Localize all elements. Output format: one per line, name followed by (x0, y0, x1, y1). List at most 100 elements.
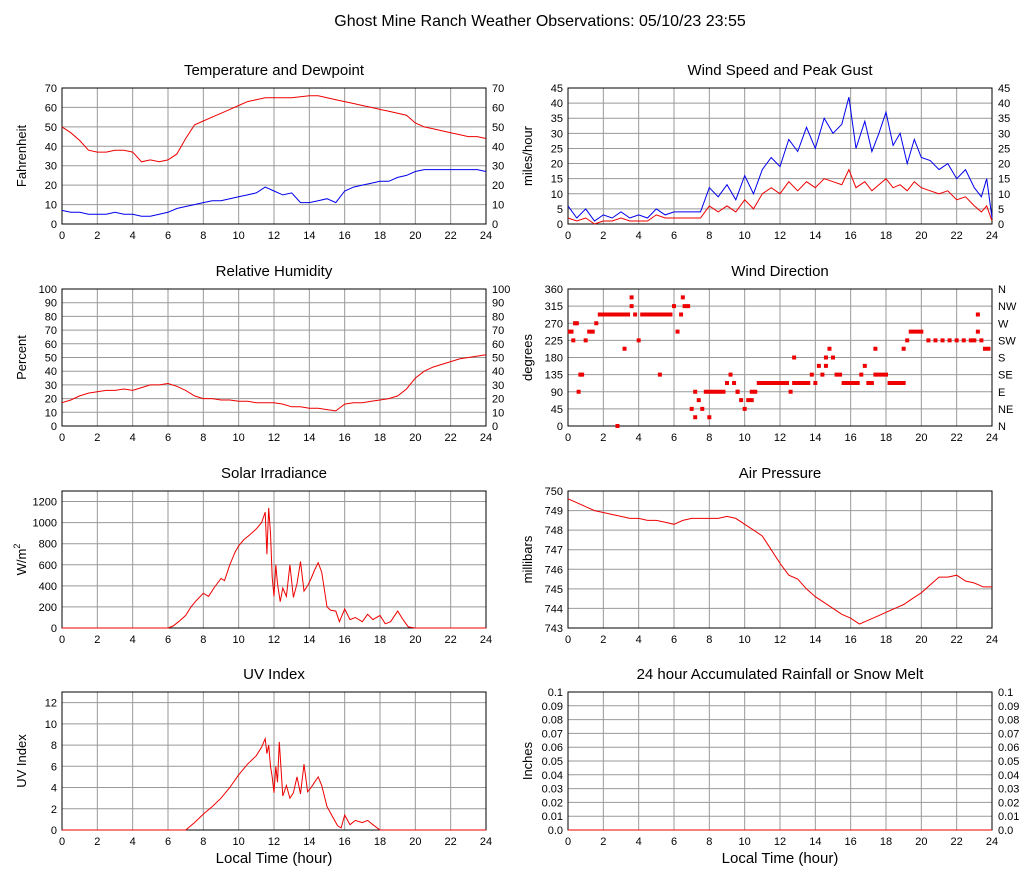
winddir-ylabel: degrees (520, 334, 535, 381)
humidity-ytick-label-right: 50 (492, 353, 504, 365)
uv-ylabel: UV Index (14, 734, 29, 788)
uv-xtick-label: 12 (268, 836, 280, 848)
winddir-point (696, 398, 701, 403)
pressure-ytick-label: 746 (545, 564, 563, 576)
temperature-ytick-label-right: 30 (492, 161, 504, 173)
winddir-point (834, 372, 839, 377)
winddir-point (908, 329, 913, 334)
wind-ytick-label: 45 (551, 83, 563, 95)
humidity-xtick-label: 18 (374, 432, 386, 444)
winddir-point (749, 398, 754, 403)
temperature-xtick-label: 24 (480, 230, 492, 242)
winddir-point (580, 372, 585, 377)
winddir-ytick-label: 90 (551, 387, 563, 399)
uv-xtick-label: 16 (339, 836, 351, 848)
temperature-xtick-label: 20 (409, 230, 421, 242)
humidity-xtick-label: 2 (94, 432, 100, 444)
winddir-point (693, 415, 698, 420)
winddir-point (672, 304, 676, 309)
uv-ytick-label: 6 (51, 761, 57, 773)
winddir-point (657, 312, 662, 317)
temperature-ytick-label: 30 (45, 161, 57, 173)
rain-ytick-label: 0.07 (542, 728, 563, 740)
winddir-ytick-label: 180 (545, 353, 563, 365)
temperature-xtick-label: 10 (233, 230, 245, 242)
rain-title: 24 hour Accumulated Rainfall or Snow Mel… (637, 666, 925, 683)
humidity-ytick-label-right: 60 (492, 339, 504, 351)
winddir-point (633, 312, 638, 317)
winddir-point (799, 380, 804, 385)
winddir-point (884, 372, 888, 377)
solar-xtick-label: 10 (233, 634, 245, 646)
rain-ytick-label: 0.03 (542, 784, 563, 796)
solar-ytick-label: 400 (39, 581, 57, 593)
rain-xtick-label: 18 (880, 836, 892, 848)
winddir-point (841, 380, 846, 385)
humidity-ylabel-text: Percent (14, 335, 29, 380)
winddir-point (728, 372, 733, 377)
winddir-point (954, 338, 959, 343)
winddir-point (608, 312, 613, 317)
wind-ytick-label: 15 (551, 174, 563, 186)
pressure-xtick-label: 0 (565, 634, 571, 646)
humidity-ytick-label-right: 10 (492, 407, 504, 419)
winddir-point (887, 380, 892, 385)
winddir-point (732, 380, 737, 385)
winddir-point (619, 312, 623, 317)
uv-xtick-label: 4 (130, 836, 136, 848)
pressure-series-line-red (567, 498, 992, 625)
rain-ytick-label: 0.02 (542, 797, 563, 809)
uv-xtick-label: 6 (165, 836, 171, 848)
uv-series-line-red (62, 736, 486, 831)
humidity-ytick-label-right: 70 (492, 325, 504, 337)
winddir-point (636, 338, 641, 343)
pressure-xtick-label: 2 (600, 634, 606, 646)
winddir-point (753, 389, 758, 394)
humidity-series-line-red (61, 354, 487, 412)
solar-ytick-label: 600 (39, 560, 57, 572)
rain-ytick-label-right: 0.03 (998, 784, 1019, 796)
winddir-point (972, 338, 977, 343)
wind-ytick-label-right: 20 (998, 159, 1010, 171)
winddir-point (721, 389, 726, 394)
uv-xtick-label: 22 (445, 836, 457, 848)
winddir-xtick-label: 4 (636, 432, 642, 444)
humidity-xtick-label: 14 (303, 432, 315, 444)
temperature-ytick-label: 0 (51, 219, 57, 231)
rain-ytick-label-right: 0.02 (998, 797, 1019, 809)
winddir-ytick-label-right: W (998, 318, 1009, 330)
winddir-point (686, 304, 691, 309)
temperature-xtick-label: 0 (59, 230, 65, 242)
winddir-point (760, 380, 765, 385)
wind-ytick-label: 10 (551, 189, 563, 201)
winddir-xtick-label: 6 (671, 432, 677, 444)
winddir-ytick-label-right: E (998, 387, 1005, 399)
solar-xtick-label: 6 (165, 634, 171, 646)
wind-ytick-label: 5 (557, 204, 563, 216)
rain-chart: 24 hour Accumulated Rainfall or Snow Mel… (520, 666, 1019, 867)
winddir-point (717, 389, 722, 394)
humidity-ytick-label: 40 (45, 366, 57, 378)
winddir-xtick-label: 10 (739, 432, 751, 444)
winddir-point (873, 372, 878, 377)
wind-xtick-label: 18 (880, 230, 892, 242)
winddir-point (968, 338, 973, 343)
winddir-point (827, 346, 832, 351)
winddir-point (809, 372, 814, 377)
solar-title: Solar Irradiance (221, 465, 327, 482)
winddir-point (795, 380, 800, 385)
wind-xtick-label: 20 (915, 230, 927, 242)
winddir-point (763, 380, 768, 385)
winddir-point (601, 312, 606, 317)
winddir-xtick-label: 12 (774, 432, 786, 444)
winddir-xtick-label: 14 (809, 432, 821, 444)
solar-xtick-label: 0 (59, 634, 65, 646)
uv-ytick-label: 2 (51, 804, 57, 816)
pressure-xtick-label: 18 (880, 634, 892, 646)
temperature-series-line-red (61, 95, 487, 163)
uv-xtick-label: 10 (233, 836, 245, 848)
